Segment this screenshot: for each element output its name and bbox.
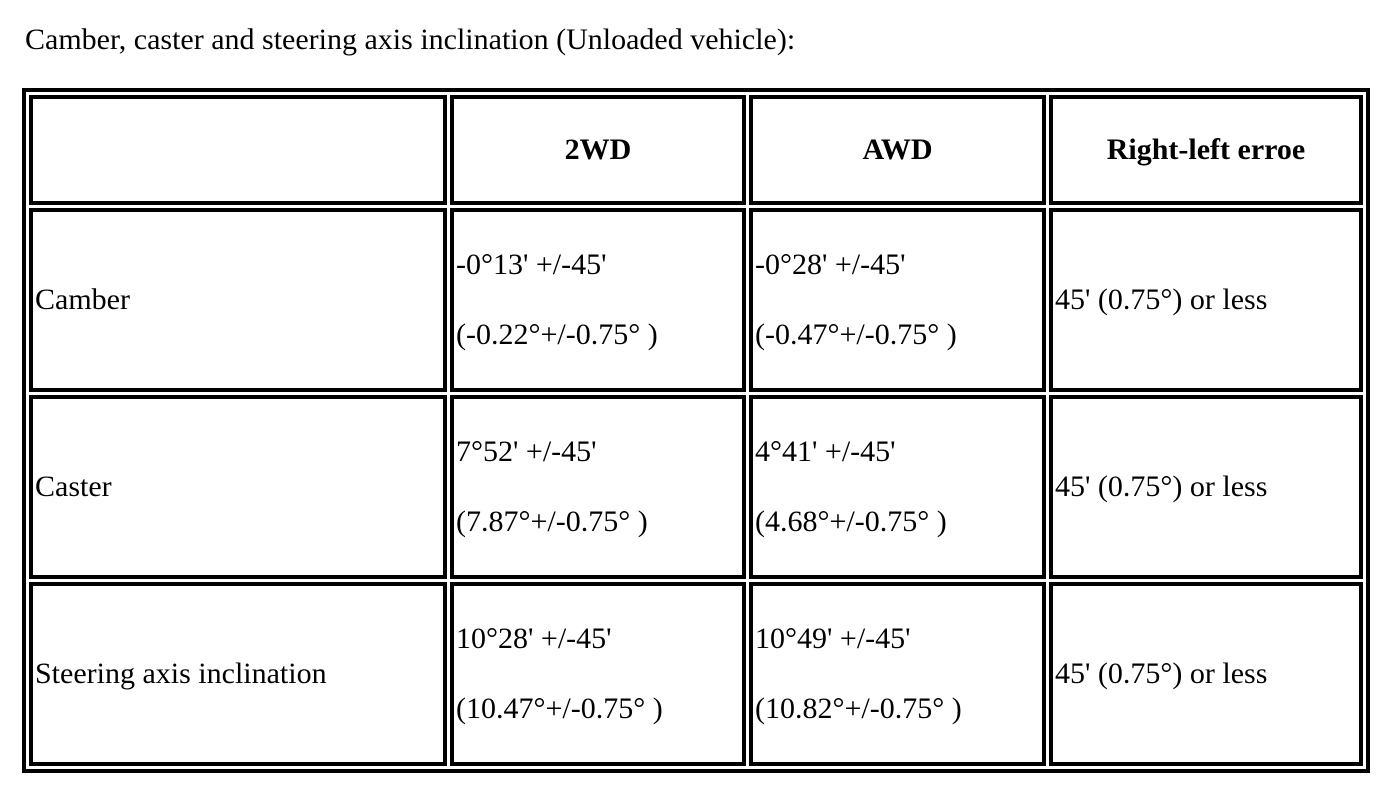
value-line-1: 7°52' +/-45' <box>456 435 597 468</box>
table-row-caster: Caster 7°52' +/-45' (7.87°+/-0.75° ) 4°4… <box>29 395 1363 579</box>
header-cell-empty <box>29 95 447 205</box>
value-line-1: 4°41' +/-45' <box>755 435 896 468</box>
cell-camber-2wd: -0°13' +/-45' (-0.22°+/-0.75° ) <box>450 208 746 392</box>
value-line-2: (-0.47°+/-0.75° ) <box>755 318 957 351</box>
row-label-caster: Caster <box>29 395 447 579</box>
value-line-1: 10°28' +/-45' <box>456 622 612 655</box>
value-line-1: -0°13' +/-45' <box>456 248 607 281</box>
value-line-2: (10.82°+/-0.75° ) <box>755 692 962 725</box>
cell-caster-2wd: 7°52' +/-45' (7.87°+/-0.75° ) <box>450 395 746 579</box>
cell-caster-awd: 4°41' +/-45' (4.68°+/-0.75° ) <box>749 395 1046 579</box>
table-row-steering-axis-inclination: Steering axis inclination 10°28' +/-45' … <box>29 582 1363 766</box>
header-cell-2wd: 2WD <box>450 95 746 205</box>
row-label-steering-axis-inclination: Steering axis inclination <box>29 582 447 766</box>
cell-sai-error: 45' (0.75°) or less <box>1049 582 1363 766</box>
cell-sai-2wd: 10°28' +/-45' (10.47°+/-0.75° ) <box>450 582 746 766</box>
value-line-2: (10.47°+/-0.75° ) <box>456 692 663 725</box>
value-line-2: (4.68°+/-0.75° ) <box>755 505 947 538</box>
cell-sai-awd: 10°49' +/-45' (10.82°+/-0.75° ) <box>749 582 1046 766</box>
header-cell-right-left-error: Right-left erroe <box>1049 95 1363 205</box>
header-row: 2WD AWD Right-left erroe <box>29 95 1363 205</box>
page-title: Camber, caster and steering axis inclina… <box>25 23 796 56</box>
value-line-1: 10°49' +/-45' <box>755 622 911 655</box>
value-line-1: -0°28' +/-45' <box>755 248 906 281</box>
cell-caster-error: 45' (0.75°) or less <box>1049 395 1363 579</box>
cell-camber-error: 45' (0.75°) or less <box>1049 208 1363 392</box>
value-line-2: (7.87°+/-0.75° ) <box>456 505 648 538</box>
row-label-camber: Camber <box>29 208 447 392</box>
table-row-camber: Camber -0°13' +/-45' (-0.22°+/-0.75° ) -… <box>29 208 1363 392</box>
cell-camber-awd: -0°28' +/-45' (-0.47°+/-0.75° ) <box>749 208 1046 392</box>
value-line-2: (-0.22°+/-0.75° ) <box>456 318 658 351</box>
alignment-spec-table: 2WD AWD Right-left erroe Camber -0°13' +… <box>22 88 1370 773</box>
header-cell-awd: AWD <box>749 95 1046 205</box>
